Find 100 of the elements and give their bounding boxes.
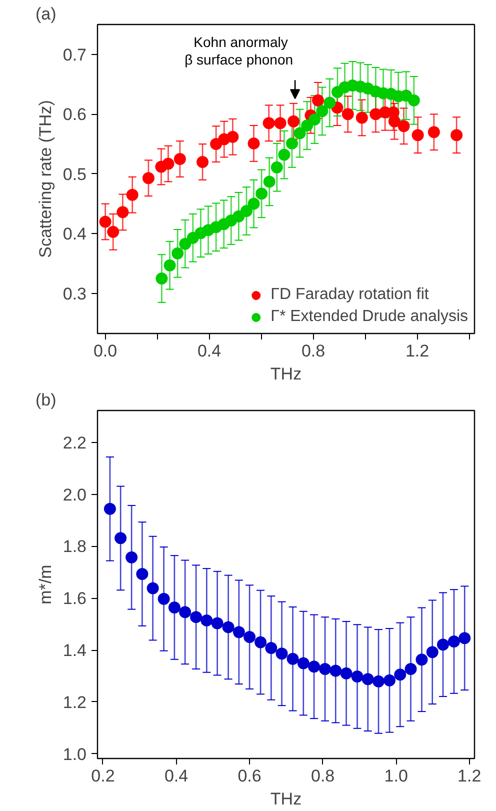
- point: [362, 673, 374, 686]
- x-axis-title: THz: [270, 364, 302, 384]
- point: [274, 117, 286, 130]
- x-tick-label: 0.0: [93, 342, 118, 360]
- chart-title: (a): [36, 4, 56, 24]
- point: [426, 646, 438, 658]
- point: [319, 662, 332, 675]
- x-tick-label: 1.2: [458, 766, 482, 786]
- point: [276, 648, 288, 660]
- point: [312, 94, 324, 106]
- point: [324, 96, 336, 109]
- point: [412, 129, 424, 142]
- point: [211, 617, 224, 630]
- y-tick-label: 1.6: [62, 589, 87, 608]
- x-tick-label: 0.8: [301, 342, 326, 360]
- y-tick-label: 0.6: [62, 105, 87, 124]
- point: [190, 611, 202, 624]
- y-axis-title: m*/m: [36, 564, 55, 604]
- point: [384, 674, 396, 686]
- point: [450, 129, 463, 142]
- point: [270, 161, 283, 174]
- point: [436, 638, 449, 651]
- point: [340, 667, 352, 680]
- point: [116, 206, 129, 218]
- y-tick-label: 1.0: [62, 744, 87, 764]
- point: [301, 120, 314, 132]
- point: [232, 626, 245, 638]
- point: [196, 156, 209, 168]
- point: [172, 247, 184, 260]
- point: [398, 120, 410, 132]
- y-tick-label: 1.4: [62, 641, 87, 660]
- point: [142, 172, 154, 184]
- y-axis-title: Scattering rate (THz): [36, 100, 55, 258]
- point: [404, 662, 417, 675]
- y-tick-label: 0.4: [62, 224, 87, 244]
- point: [156, 272, 168, 285]
- point: [263, 176, 276, 188]
- point: [278, 148, 290, 161]
- x-tick-label: 0.4: [164, 766, 188, 786]
- point: [394, 668, 406, 681]
- point: [222, 621, 234, 634]
- point: [370, 108, 382, 120]
- x-tick-label: 0.8: [311, 766, 335, 786]
- point: [288, 115, 300, 128]
- point: [168, 601, 180, 614]
- y-tick-label: 1.8: [62, 537, 87, 556]
- y-tick-label: 2.2: [62, 433, 87, 452]
- point: [226, 130, 239, 143]
- point: [179, 606, 192, 618]
- point: [248, 137, 260, 150]
- point: [107, 226, 120, 238]
- point: [330, 664, 342, 677]
- point: [232, 210, 245, 222]
- point: [286, 652, 299, 665]
- x-tick-label: 0.6: [238, 766, 262, 786]
- point: [294, 127, 306, 140]
- point: [265, 642, 278, 654]
- y-tick-label: 0.3: [62, 284, 87, 304]
- point: [342, 108, 354, 120]
- point: [162, 158, 174, 170]
- point: [254, 636, 267, 648]
- point: [448, 635, 460, 648]
- point: [158, 592, 170, 605]
- x-tick-label: 1.0: [384, 766, 408, 786]
- point: [286, 137, 298, 150]
- chart-title: (b): [36, 390, 56, 410]
- point: [114, 532, 127, 544]
- y-tick-label: 0.7: [62, 45, 87, 64]
- point: [308, 114, 321, 126]
- y-tick-label: 0.5: [62, 164, 87, 184]
- x-axis-title: THz: [270, 790, 302, 808]
- annotation: Kohn anormaly β surface phonon: [184, 34, 294, 68]
- point: [262, 117, 275, 130]
- point: [164, 259, 176, 272]
- legend-label: ΓD Faraday rotation fit: [270, 286, 429, 304]
- point: [104, 502, 116, 515]
- point: [146, 582, 159, 594]
- x-tick-label: 1.2: [405, 342, 430, 360]
- point: [200, 614, 213, 626]
- point: [351, 670, 364, 682]
- point: [126, 188, 138, 201]
- point: [256, 188, 268, 200]
- point: [316, 105, 328, 118]
- x-tick-label: 0.4: [197, 342, 222, 360]
- point: [458, 632, 471, 644]
- legend-label: Γ* Extended Drude analysis: [270, 308, 468, 326]
- point: [99, 216, 112, 228]
- point: [174, 152, 186, 165]
- point: [372, 675, 385, 688]
- point: [297, 657, 310, 670]
- point: [136, 568, 148, 580]
- y-tick-label: 1.2: [62, 692, 87, 712]
- point: [428, 126, 440, 138]
- point: [416, 654, 428, 666]
- point: [244, 631, 256, 644]
- x-tick-label: 0.2: [91, 766, 115, 786]
- point: [126, 551, 138, 564]
- point: [240, 204, 252, 217]
- point: [308, 660, 320, 673]
- point: [408, 94, 420, 106]
